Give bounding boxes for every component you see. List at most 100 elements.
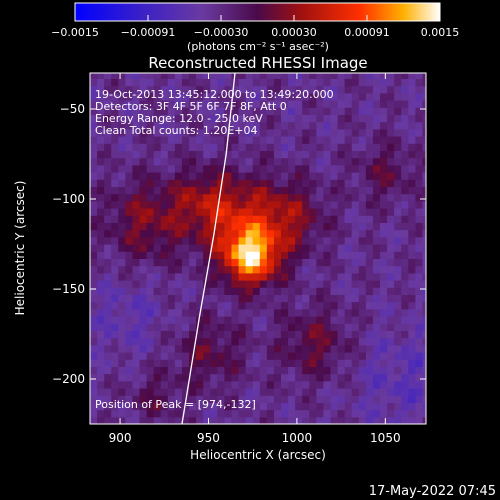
heatmap-cell bbox=[401, 172, 409, 180]
heatmap-cell bbox=[153, 73, 162, 79]
heatmap-cell bbox=[372, 308, 381, 317]
heatmap-cell bbox=[330, 143, 339, 151]
heatmap-cell bbox=[238, 114, 247, 123]
heatmap-cell bbox=[118, 208, 126, 216]
heatmap-cell bbox=[181, 251, 190, 259]
heatmap-cell bbox=[330, 85, 339, 94]
heatmap-cell bbox=[380, 215, 388, 223]
heatmap-cell bbox=[330, 222, 339, 231]
heatmap-cell bbox=[203, 92, 211, 101]
heatmap-cell bbox=[273, 200, 282, 209]
heatmap-cell bbox=[273, 416, 282, 424]
heatmap-cell bbox=[189, 380, 197, 389]
heatmap-cell bbox=[111, 215, 119, 223]
heatmap-cell bbox=[153, 402, 162, 411]
heatmap-cell bbox=[259, 121, 268, 130]
heatmap-cell bbox=[302, 359, 310, 367]
heatmap-cell bbox=[217, 294, 225, 303]
heatmap-cell bbox=[189, 344, 197, 353]
heatmap-cell bbox=[309, 208, 317, 216]
heatmap-cell bbox=[365, 100, 374, 108]
heatmap-cell bbox=[288, 373, 296, 382]
heatmap-cell bbox=[181, 373, 190, 382]
heatmap-cell bbox=[104, 200, 112, 209]
heatmap-cell bbox=[160, 323, 169, 331]
heatmap-cell bbox=[203, 323, 211, 331]
heatmap-cell bbox=[252, 172, 261, 180]
heatmap-cell bbox=[174, 352, 183, 360]
heatmap-cell bbox=[146, 409, 155, 418]
heatmap-cell bbox=[273, 229, 282, 238]
heatmap-cell bbox=[231, 352, 240, 360]
heatmap-cell bbox=[401, 136, 409, 144]
heatmap-cell bbox=[210, 164, 218, 173]
heatmap-cell bbox=[372, 186, 381, 195]
heatmap-cell bbox=[203, 179, 211, 187]
heatmap-cell bbox=[174, 395, 183, 403]
heatmap-cell bbox=[259, 402, 268, 411]
heatmap-cell bbox=[238, 402, 247, 411]
heatmap-cell bbox=[344, 222, 353, 231]
heatmap-cell bbox=[259, 222, 268, 231]
heatmap-cell bbox=[125, 150, 134, 159]
heatmap-cell bbox=[104, 128, 112, 137]
heatmap-cell bbox=[330, 150, 339, 159]
heatmap-cell bbox=[245, 236, 254, 245]
heatmap-cell bbox=[309, 258, 317, 267]
heatmap-cell bbox=[415, 186, 424, 195]
heatmap-cell bbox=[337, 380, 346, 389]
heatmap-cell bbox=[337, 366, 346, 375]
colorbar-ticks: −0.0015 −0.00091 −0.00030 0.00030 0.00091 0.0… bbox=[51, 15, 459, 39]
heatmap-cell bbox=[203, 193, 211, 202]
heatmap-cell bbox=[231, 316, 240, 324]
heatmap-cell bbox=[415, 301, 424, 310]
heatmap-cell bbox=[387, 215, 395, 223]
heatmap-cell bbox=[295, 229, 303, 238]
heatmap-cell bbox=[309, 157, 317, 166]
heatmap-cell bbox=[132, 323, 141, 331]
heatmap-cell bbox=[174, 236, 183, 245]
heatmap-cell bbox=[118, 301, 126, 310]
heatmap-cell bbox=[323, 78, 332, 87]
heatmap-cell bbox=[344, 344, 353, 353]
heatmap-cell bbox=[316, 244, 325, 252]
heatmap-cell bbox=[295, 208, 303, 216]
heatmap-cell bbox=[252, 294, 261, 303]
heatmap-cell bbox=[422, 388, 426, 396]
heatmap-cell bbox=[125, 164, 134, 173]
heatmap-cell bbox=[351, 143, 360, 151]
heatmap-cell bbox=[196, 150, 204, 159]
heatmap-cell bbox=[252, 164, 261, 173]
heatmap-cell bbox=[111, 344, 119, 353]
heatmap-cell bbox=[203, 150, 211, 159]
annotation-line: Detectors: 3F 4F 5F 6F 7F 8F, Att 0 bbox=[95, 100, 287, 113]
heatmap-cell bbox=[422, 208, 426, 216]
heatmap-cell bbox=[266, 323, 275, 331]
heatmap-cell bbox=[422, 251, 426, 259]
heatmap-cell bbox=[125, 301, 134, 310]
heatmap-cell bbox=[344, 179, 353, 187]
heatmap-cell bbox=[358, 179, 367, 187]
heatmap-cell bbox=[316, 330, 325, 339]
heatmap-cell bbox=[153, 265, 162, 274]
heatmap-cell bbox=[372, 301, 381, 310]
heatmap-cell bbox=[181, 258, 190, 267]
heatmap-cell bbox=[295, 186, 303, 195]
heatmap-cell bbox=[316, 215, 325, 223]
heatmap-cell bbox=[196, 244, 204, 252]
heatmap-cell bbox=[266, 229, 275, 238]
heatmap-cell bbox=[358, 395, 367, 403]
heatmap-cell bbox=[365, 85, 374, 94]
heatmap-cell bbox=[153, 251, 162, 259]
heatmap-cell bbox=[252, 287, 261, 295]
heatmap-cell bbox=[380, 337, 388, 346]
heatmap-cell bbox=[132, 92, 141, 101]
heatmap-cell bbox=[422, 272, 426, 281]
heatmap-cell bbox=[309, 107, 317, 115]
heatmap-cell bbox=[167, 85, 176, 94]
heatmap-cell bbox=[231, 157, 240, 166]
heatmap-cell bbox=[401, 272, 409, 281]
heatmap-cell bbox=[408, 366, 416, 375]
heatmap-cell bbox=[125, 244, 134, 252]
heatmap-cell bbox=[365, 172, 374, 180]
